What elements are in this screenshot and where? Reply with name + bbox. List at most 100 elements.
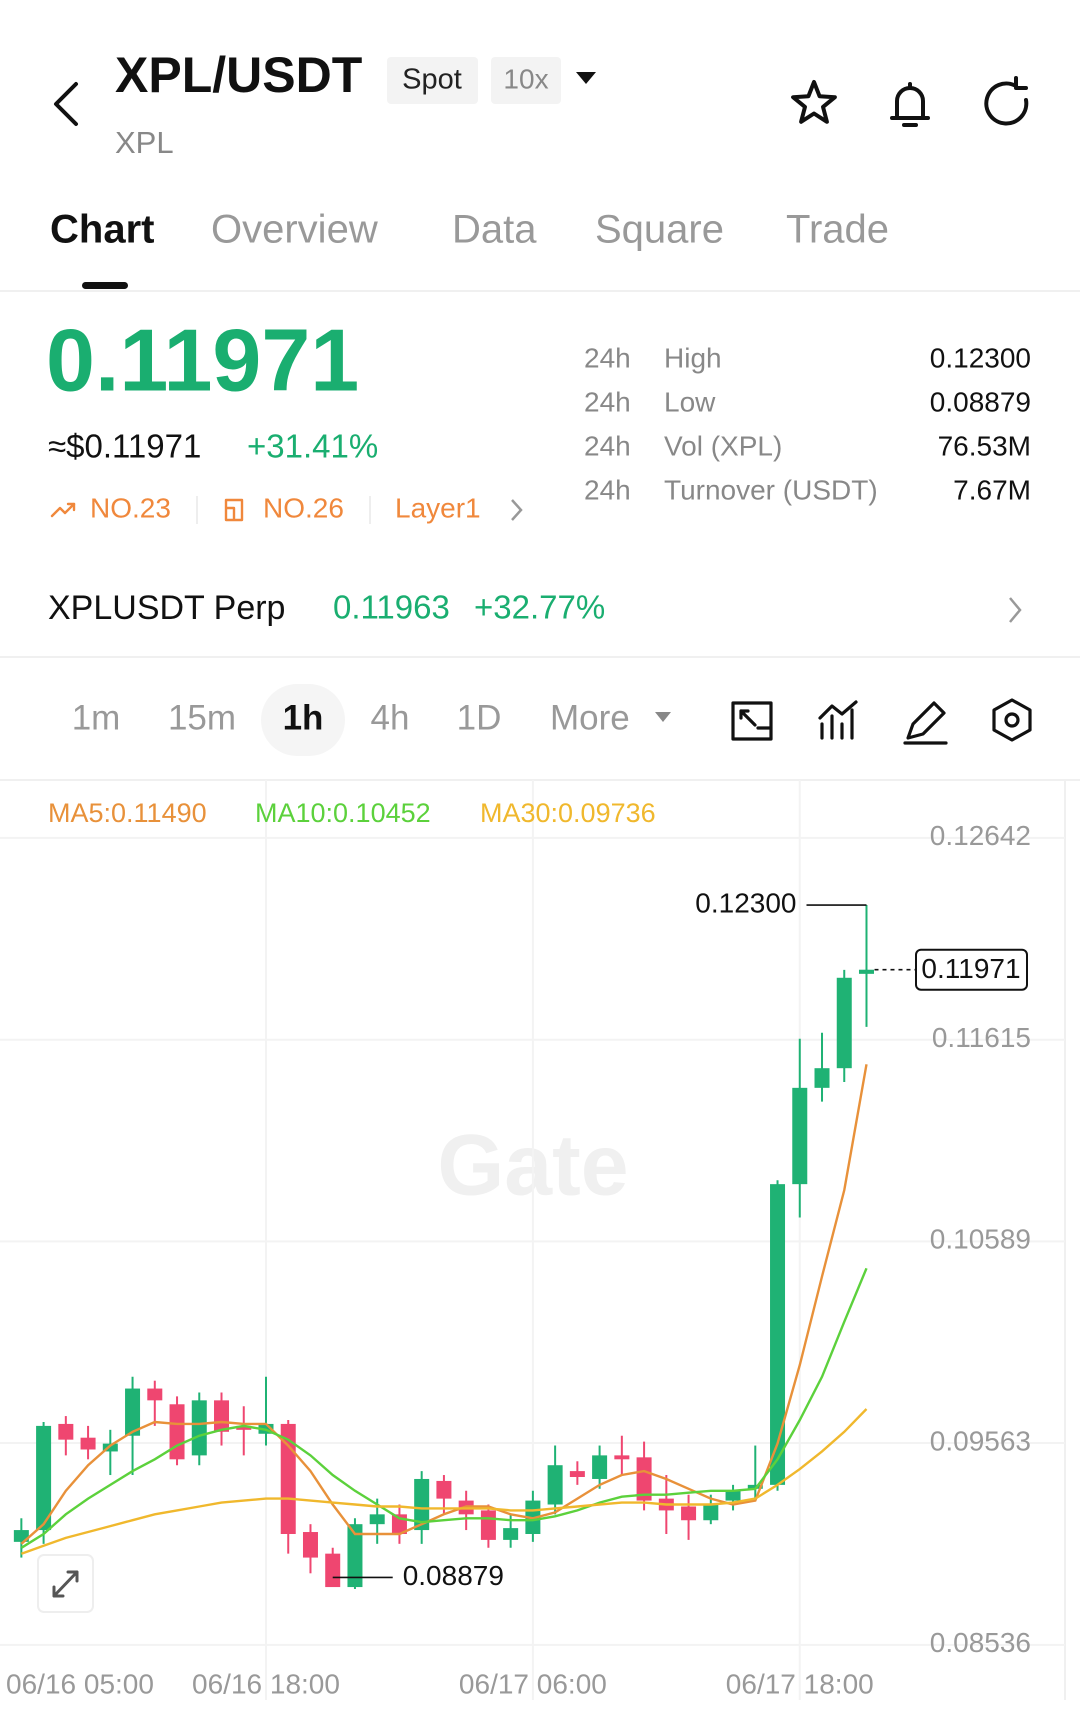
perp-change: +32.77% — [474, 589, 605, 626]
dropdown-arrow[interactable] — [576, 72, 596, 84]
candle-body — [503, 1528, 519, 1540]
candle-body — [214, 1400, 230, 1432]
expand-icon[interactable] — [52, 1570, 79, 1598]
candle-body — [169, 1404, 185, 1460]
last-price-label: 0.11971 — [921, 953, 1020, 984]
settings-icon[interactable] — [992, 698, 1032, 742]
candle-body — [547, 1465, 563, 1505]
stat-label: Turnover (USDT) — [664, 474, 878, 505]
trend-icon — [66, 502, 76, 512]
tab-bar: Chart Overview Data Square Trade — [50, 208, 889, 252]
badge-bg — [387, 57, 478, 104]
refresh-icon[interactable] — [984, 76, 1029, 126]
perp-name[interactable]: XPLUSDT Perp — [48, 589, 285, 627]
stat-label: High — [664, 342, 722, 373]
legend-entry: MA5:0.11490 — [48, 798, 207, 828]
candle-body — [414, 1478, 430, 1531]
stat-value: 7.67M — [953, 474, 1031, 505]
rank-tag[interactable]: NO.26 — [263, 492, 344, 523]
candle-body — [814, 1068, 830, 1088]
favorite-icon[interactable] — [791, 80, 837, 124]
stat-label: Vol (XPL) — [664, 430, 782, 461]
ma-line — [20, 1408, 868, 1555]
x-tick-label: 06/17 18:00 — [726, 1668, 874, 1699]
candle-body — [325, 1553, 341, 1588]
timeframe[interactable]: 1m — [72, 698, 121, 737]
stat-period: 24h — [584, 342, 631, 373]
candle-body — [569, 1471, 585, 1477]
tab[interactable]: Chart — [50, 208, 154, 252]
layout-icon[interactable] — [731, 701, 773, 741]
stat-value: 76.53M — [938, 430, 1031, 461]
x-tick-label: 06/16 05:00 — [6, 1668, 154, 1699]
candle-body — [80, 1437, 96, 1450]
pair-title: XPL/USDT — [115, 47, 362, 103]
candle-body — [436, 1480, 452, 1499]
candle-body — [703, 1504, 719, 1521]
stat-value: 0.12300 — [930, 342, 1031, 373]
stat-period: 24h — [584, 430, 631, 461]
sector-icon — [224, 498, 244, 522]
chevron[interactable] — [1009, 597, 1022, 623]
x-tick-label: 06/17 06:00 — [459, 1668, 607, 1699]
usd-price: ≈$0.11971 — [48, 428, 201, 465]
timeframe[interactable]: 15m — [168, 698, 236, 737]
ma-line — [20, 1267, 868, 1549]
candle-body — [125, 1388, 141, 1436]
tab[interactable]: Overview — [211, 208, 378, 252]
timeframe[interactable]: 1D — [457, 698, 502, 737]
candle-body — [836, 977, 852, 1069]
badge: 10x — [503, 63, 548, 94]
timeframe[interactable]: More — [550, 698, 630, 737]
candle-body — [147, 1388, 163, 1401]
x-tick-label: 06/16 18:00 — [192, 1668, 340, 1699]
last-price-box — [915, 948, 1028, 991]
dropdown-arrow[interactable] — [655, 712, 671, 722]
timeframe[interactable]: 1h — [283, 698, 324, 737]
candle-body — [347, 1524, 363, 1588]
perp-price: 0.11963 — [333, 589, 450, 626]
y-tick-label: 0.11615 — [932, 1022, 1031, 1053]
candle-body — [614, 1455, 630, 1460]
tab[interactable]: Square — [595, 208, 724, 252]
tab[interactable]: Trade — [786, 208, 889, 252]
timeframe[interactable]: 4h — [371, 698, 410, 737]
candle-body — [191, 1400, 207, 1456]
candle-body — [13, 1530, 29, 1542]
rank-tag[interactable]: NO.23 — [90, 492, 171, 523]
sector-tag[interactable]: Layer1 — [395, 492, 481, 523]
stat-period: 24h — [584, 474, 631, 505]
candle-body — [480, 1510, 496, 1540]
candle-body — [58, 1423, 74, 1440]
candle-body — [592, 1455, 608, 1479]
pair-subtitle: XPL — [115, 125, 174, 160]
candle-body — [792, 1087, 808, 1185]
stat-label: Low — [664, 386, 716, 417]
candle-body — [302, 1532, 318, 1558]
y-tick-label: 0.10589 — [930, 1224, 1031, 1255]
indicator-icon[interactable] — [818, 700, 858, 740]
badge-bg — [491, 57, 561, 104]
settings-icon[interactable] — [1004, 712, 1020, 728]
stat-period: 24h — [584, 386, 631, 417]
y-tick-label: 0.09563 — [930, 1425, 1031, 1456]
candle-body — [36, 1425, 52, 1531]
tab[interactable]: Data — [452, 208, 537, 252]
legend-entry: MA30:0.09736 — [480, 798, 656, 828]
alert-icon[interactable] — [890, 82, 930, 127]
stats: 24h High 0.12300 24h Low 0.08879 24h Vol (XPL) 7… — [584, 342, 1031, 505]
legend-entry: MA10:0.10452 — [255, 798, 431, 828]
annotation-label: 0.08879 — [403, 1560, 504, 1591]
candle-body — [369, 1514, 385, 1525]
badge: Spot — [402, 64, 462, 96]
y-tick-label: 0.12642 — [930, 820, 1031, 851]
draw-icon[interactable] — [903, 701, 948, 745]
chevron[interactable] — [511, 499, 523, 521]
candle-body — [636, 1457, 652, 1501]
y-tick-label: 0.08536 — [930, 1627, 1031, 1658]
back-button[interactable] — [54, 82, 78, 126]
candle-body — [770, 1184, 786, 1485]
candle-body — [858, 969, 874, 974]
